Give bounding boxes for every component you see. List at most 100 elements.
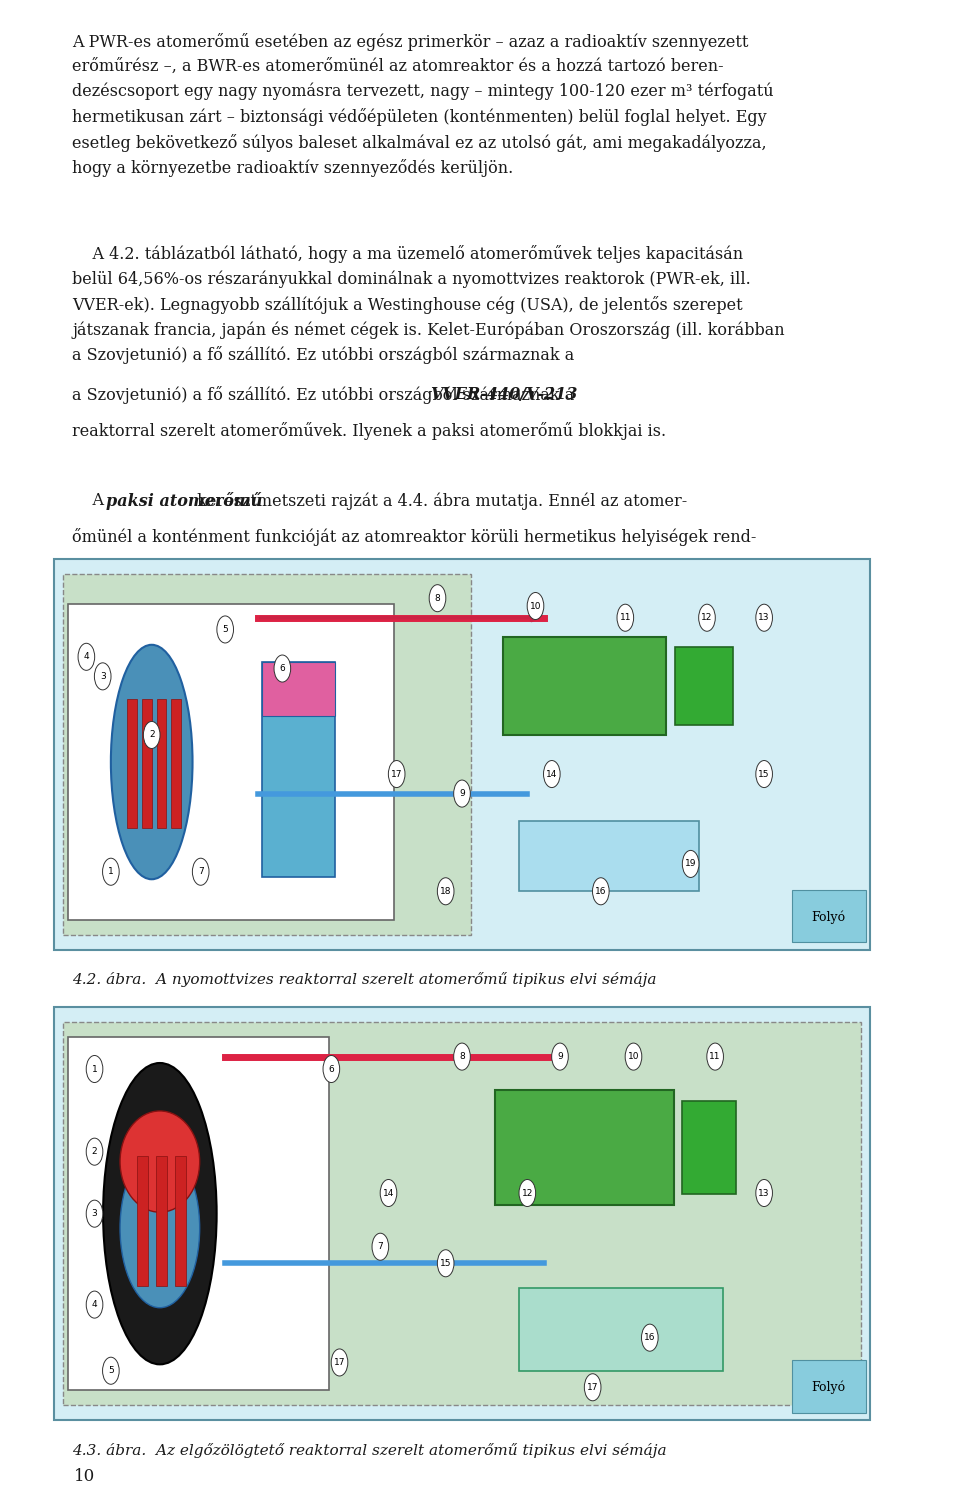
Circle shape xyxy=(429,585,445,612)
Circle shape xyxy=(585,1374,601,1401)
Bar xyxy=(128,699,137,828)
Bar xyxy=(156,699,166,828)
Text: 17: 17 xyxy=(587,1383,598,1392)
Text: 1: 1 xyxy=(108,867,113,876)
Text: reaktorral szerelt atomerőművek. Ilyenek a paksi atomerőmű blokkjai is.: reaktorral szerelt atomerőművek. Ilyenek… xyxy=(72,422,666,439)
Text: 4: 4 xyxy=(92,1300,97,1309)
Text: A: A xyxy=(72,493,109,510)
Text: 3: 3 xyxy=(91,1210,97,1217)
Circle shape xyxy=(103,858,119,885)
Text: 15: 15 xyxy=(758,770,770,779)
Bar xyxy=(682,1102,735,1193)
Circle shape xyxy=(86,1291,103,1318)
Bar xyxy=(792,890,866,942)
Text: VVER-440/V-213: VVER-440/V-213 xyxy=(430,386,578,403)
Circle shape xyxy=(86,1055,103,1082)
Text: 3: 3 xyxy=(100,672,106,681)
Circle shape xyxy=(103,1357,119,1384)
Text: 10: 10 xyxy=(74,1468,95,1485)
Bar xyxy=(171,699,181,828)
Text: 7: 7 xyxy=(377,1243,383,1250)
Circle shape xyxy=(641,1324,659,1351)
Text: 10: 10 xyxy=(628,1052,639,1061)
Text: 19: 19 xyxy=(684,860,696,869)
Text: szere és az ahhoz kapcsolódó lokalizációs torony látja el, de maga a reaktorcsar: szere és az ahhoz kapcsolódó lokalizáció… xyxy=(72,564,794,580)
Text: 2: 2 xyxy=(149,730,155,739)
Bar xyxy=(494,1090,674,1205)
Bar xyxy=(136,1156,148,1287)
Bar xyxy=(262,663,335,715)
Bar xyxy=(503,637,666,735)
Text: 11: 11 xyxy=(619,613,631,622)
Text: a Szovjetunió) a fő szállító. Ez utóbbi országból származnak a: a Szovjetunió) a fő szállító. Ez utóbbi … xyxy=(72,386,580,404)
Circle shape xyxy=(454,780,470,807)
Text: 2: 2 xyxy=(92,1147,97,1156)
Bar xyxy=(262,663,335,878)
Text: 8: 8 xyxy=(435,594,441,603)
Text: 17: 17 xyxy=(391,770,402,779)
Text: 16: 16 xyxy=(644,1333,656,1342)
Bar xyxy=(72,415,852,460)
Text: 17: 17 xyxy=(334,1359,346,1366)
Circle shape xyxy=(389,761,405,788)
Text: 9: 9 xyxy=(557,1052,563,1061)
Circle shape xyxy=(274,655,291,682)
Text: 9: 9 xyxy=(459,789,465,798)
Text: 5: 5 xyxy=(223,625,228,634)
Circle shape xyxy=(756,1180,773,1207)
Text: 13: 13 xyxy=(758,613,770,622)
Circle shape xyxy=(707,1043,724,1070)
Bar xyxy=(54,559,871,950)
Bar xyxy=(519,821,699,891)
Bar xyxy=(63,574,471,935)
Ellipse shape xyxy=(103,1063,217,1365)
Circle shape xyxy=(592,878,610,905)
Circle shape xyxy=(625,1043,642,1070)
Text: 6: 6 xyxy=(279,664,285,673)
Circle shape xyxy=(323,1055,340,1082)
Circle shape xyxy=(78,643,95,670)
Bar xyxy=(175,1156,186,1287)
Bar xyxy=(142,699,152,828)
Text: 12: 12 xyxy=(521,1189,533,1198)
Text: 6: 6 xyxy=(328,1064,334,1073)
Bar xyxy=(63,1022,861,1405)
Circle shape xyxy=(372,1232,389,1260)
Bar xyxy=(792,1360,866,1413)
Text: 16: 16 xyxy=(595,887,607,896)
Text: 8: 8 xyxy=(459,1052,465,1061)
Circle shape xyxy=(552,1043,568,1070)
Bar xyxy=(67,1037,329,1390)
Circle shape xyxy=(380,1180,396,1207)
Text: őmünél a konténment funkcióját az atomreaktor körüli hermetikus helyiségek rend-: őmünél a konténment funkcióját az atomre… xyxy=(72,528,756,546)
Text: keresztmetszeti rajzát a 4.4. ábra mutatja. Ennél az atomer-: keresztmetszeti rajzát a 4.4. ábra mutat… xyxy=(192,493,686,510)
Bar xyxy=(676,648,732,726)
Text: 4.3. ábra.  Az elgőzölögtető reaktorral szerelt atomerőmű tipikus elvi sémája: 4.3. ábra. Az elgőzölögtető reaktorral s… xyxy=(72,1443,667,1458)
Text: Folyó: Folyó xyxy=(811,1381,846,1393)
Circle shape xyxy=(86,1138,103,1165)
Circle shape xyxy=(217,616,233,643)
Circle shape xyxy=(756,604,773,631)
Circle shape xyxy=(86,1199,103,1226)
Text: 7: 7 xyxy=(198,867,204,876)
Circle shape xyxy=(699,604,715,631)
Text: 14: 14 xyxy=(546,770,558,779)
Text: 1: 1 xyxy=(91,1064,97,1073)
Circle shape xyxy=(438,878,454,905)
Bar xyxy=(156,1156,167,1287)
Circle shape xyxy=(331,1350,348,1377)
Text: 12: 12 xyxy=(702,613,712,622)
Text: 14: 14 xyxy=(383,1189,395,1198)
Text: 4: 4 xyxy=(84,652,89,661)
Text: paksi atomerőmű: paksi atomerőmű xyxy=(107,493,263,510)
Text: 10: 10 xyxy=(530,601,541,610)
Text: Folyó: Folyó xyxy=(811,911,846,923)
Circle shape xyxy=(543,761,560,788)
Bar xyxy=(54,1007,871,1420)
Circle shape xyxy=(519,1180,536,1207)
Circle shape xyxy=(192,858,209,885)
Text: 11: 11 xyxy=(709,1052,721,1061)
Ellipse shape xyxy=(110,645,193,879)
Bar xyxy=(67,604,395,920)
Text: 15: 15 xyxy=(440,1260,451,1267)
